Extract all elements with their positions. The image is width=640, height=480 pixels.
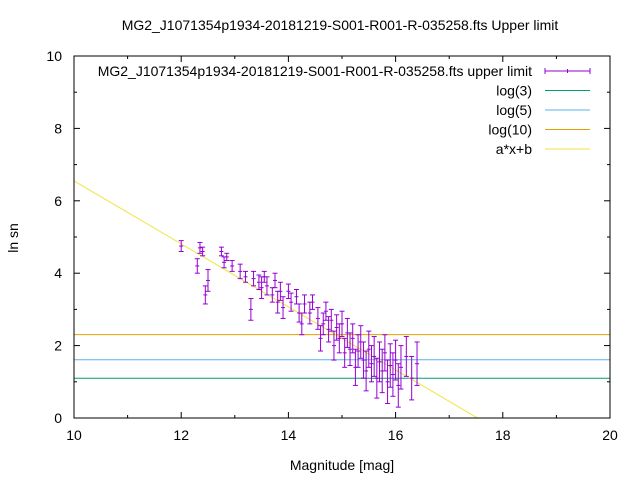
data-point	[371, 336, 377, 377]
data-point	[363, 350, 369, 392]
data-point	[275, 290, 281, 314]
data-point	[323, 301, 329, 321]
data-point	[347, 332, 353, 367]
data-point	[393, 339, 399, 381]
data-point	[398, 345, 404, 390]
data-point	[218, 246, 224, 257]
data-point	[248, 298, 254, 321]
data-point	[360, 341, 366, 379]
data-point	[387, 343, 393, 388]
data-point	[315, 307, 321, 330]
data-point	[221, 256, 227, 269]
x-tick-label: 18	[495, 427, 511, 443]
data-point	[328, 308, 334, 332]
data-point	[301, 294, 307, 314]
data-point	[264, 276, 270, 296]
data-point	[288, 292, 294, 312]
data-point	[237, 263, 243, 280]
data-point	[331, 330, 337, 361]
y-tick-label: 0	[54, 410, 62, 426]
y-tick-label: 8	[54, 120, 62, 136]
data-point	[293, 288, 299, 305]
data-point	[395, 363, 401, 408]
legend-label: log(3)	[496, 83, 532, 99]
data-point	[414, 341, 420, 386]
x-axis-title: Magnitude [mag]	[290, 457, 394, 473]
data-point	[256, 274, 262, 290]
data-point	[334, 314, 340, 341]
legend-label: a*x+b	[496, 141, 532, 157]
data-point	[326, 316, 332, 343]
data-point	[280, 296, 286, 319]
data-point	[224, 252, 230, 262]
x-tick-label: 16	[388, 427, 404, 443]
data-point	[272, 272, 278, 289]
data-point	[374, 357, 380, 399]
data-point	[368, 345, 374, 383]
data-point	[197, 241, 203, 254]
data-point	[382, 334, 388, 372]
data-point	[277, 281, 283, 301]
data-point	[342, 337, 348, 368]
data-point	[390, 352, 396, 397]
data-point	[403, 336, 409, 377]
data-point	[355, 334, 361, 368]
data-point	[385, 359, 391, 405]
data-point	[269, 287, 275, 303]
data-point	[320, 312, 326, 336]
legend-label: log(10)	[488, 122, 532, 138]
data-point	[366, 330, 372, 368]
data-point	[285, 283, 291, 300]
y-tick-label: 6	[54, 193, 62, 209]
data-point	[259, 276, 265, 300]
x-tick-label: 14	[281, 427, 297, 443]
y-tick-label: 10	[46, 48, 62, 64]
data-point	[229, 260, 235, 272]
plot-area: 10 12 14 16 18 20 0 2 4 6 8 10 MG2_J1071354p1934-201…	[46, 48, 618, 443]
y-tick-label: 2	[54, 338, 62, 354]
data-point	[205, 269, 211, 292]
data-point	[202, 285, 208, 305]
data-point	[318, 325, 324, 352]
data-point	[409, 355, 415, 401]
y-tick-label: 4	[54, 265, 62, 281]
chart-title: MG2_J1071354p1934-20181219-S001-R001-R-0…	[122, 17, 559, 33]
data-point	[251, 270, 257, 287]
legend-label: log(5)	[496, 102, 532, 118]
data-point	[339, 310, 345, 338]
data-point	[243, 270, 249, 283]
data-point	[296, 303, 302, 323]
data-point	[178, 240, 184, 252]
fit-line	[74, 180, 479, 418]
y-axis-title: ln sn	[5, 223, 21, 253]
x-tick-label: 12	[173, 427, 189, 443]
data-point	[310, 294, 316, 310]
data-point	[336, 323, 342, 354]
data-point	[377, 341, 383, 383]
data-point	[200, 246, 206, 257]
x-tick-label: 20	[602, 427, 618, 443]
data-point	[194, 258, 200, 274]
x-tick-label: 10	[66, 427, 82, 443]
legend-label: MG2_J1071354p1934-20181219-S001-R001-R-0…	[98, 63, 532, 79]
data-point	[350, 323, 356, 354]
